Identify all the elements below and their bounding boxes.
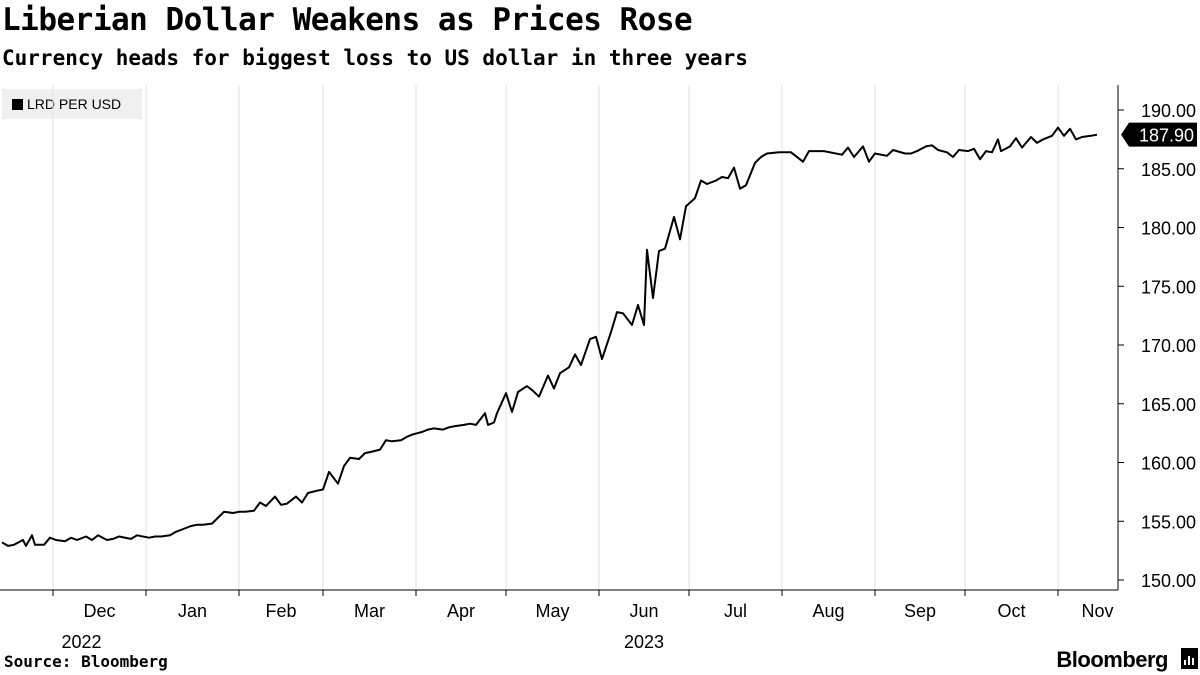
x-year-label-2023: 2023 [624,632,664,652]
chart-subtitle: Currency heads for biggest loss to US do… [2,46,748,70]
y-tick-label-160.00: 160.00 [1141,454,1196,474]
source-note: Source: Bloomberg [4,652,168,671]
y-tick-label-165.00: 165.00 [1141,395,1196,415]
x-tick-label-feb: Feb [265,601,296,621]
x-tick-label-jan: Jan [178,601,207,621]
x-tick-label-mar: Mar [354,601,385,621]
x-year-label-2022: 2022 [61,632,101,652]
x-tick-label-may: May [535,601,569,621]
x-tick-label-jun: Jun [629,601,658,621]
last-value-label: 187.90 [1139,126,1194,146]
y-tick-label-170.00: 170.00 [1141,336,1196,356]
last-value-tag [1121,122,1197,147]
y-tick-label-175.00: 175.00 [1141,277,1196,297]
y-tick-label-185.00: 185.00 [1141,160,1196,180]
series-line-lrd-per-usd [1,126,1098,547]
y-tick-label-150.00: 150.00 [1141,571,1196,591]
legend-swatch [12,98,23,110]
x-tick-label-jul: Jul [724,601,747,621]
legend-label: LRD PER USD [27,96,122,112]
brand-logo: Bloomberg [1056,647,1168,672]
y-tick-label-155.00: 155.00 [1141,512,1196,532]
bloomberg-terminal-icon [1181,648,1198,669]
y-tick-label-190.00: 190.00 [1141,101,1196,121]
x-tick-label-sep: Sep [904,601,936,621]
chart-title: Liberian Dollar Weakens as Prices Rose [2,2,693,38]
x-tick-label-nov: Nov [1081,601,1113,621]
x-tick-label-oct: Oct [997,601,1025,621]
y-tick-label-180.00: 180.00 [1141,219,1196,239]
legend: LRD PER USD [2,89,142,119]
x-tick-label-apr: Apr [447,601,475,621]
x-tick-label-dec: Dec [83,601,115,621]
x-tick-label-aug: Aug [812,601,844,621]
